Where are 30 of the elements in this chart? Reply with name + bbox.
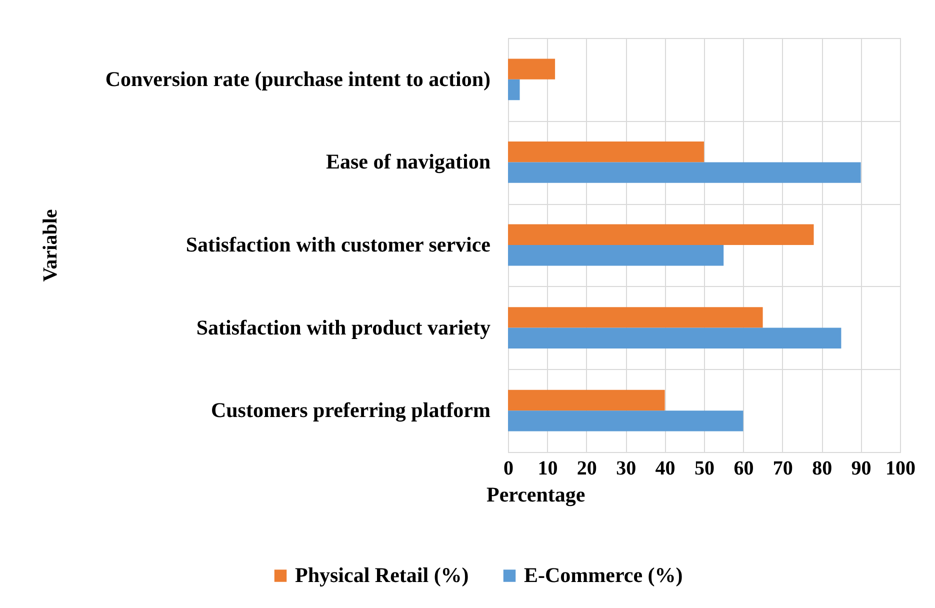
bar (508, 142, 704, 162)
legend-label: E-Commerce (%) (524, 562, 683, 587)
x-tick-label: 90 (851, 458, 872, 480)
y-tick-label: Conversion rate (purchase intent to action) (105, 66, 490, 91)
x-axis-title: Percentage (486, 482, 586, 506)
bar (508, 224, 814, 245)
bar (508, 328, 842, 348)
x-tick-label: 70 (772, 458, 793, 480)
x-tick-label: 80 (812, 458, 832, 480)
x-tick-label: 60 (734, 458, 754, 480)
bar (508, 410, 744, 432)
x-tick-label: 100 (886, 458, 916, 480)
y-axis-title: Variable (40, 209, 62, 282)
y-tick-label: Satisfaction with product variety (196, 315, 491, 340)
x-tick-label: 50 (694, 458, 714, 480)
y-tick-label: Ease of navigation (326, 150, 491, 174)
legend-label: Physical Retail (%) (295, 562, 469, 587)
x-tick-label: 20 (576, 458, 597, 480)
y-tick-label: Customers preferring platform (210, 398, 491, 422)
bar (508, 390, 665, 411)
x-tick-label: 10 (538, 458, 558, 480)
bar (508, 245, 724, 266)
x-tick-label: 30 (616, 458, 636, 480)
bar (508, 162, 861, 183)
x-tick-label: 40 (655, 458, 676, 480)
bar (508, 307, 763, 328)
bar (508, 58, 556, 80)
bar (508, 79, 520, 100)
x-tick-label: 0 (504, 458, 514, 480)
y-tick-label: Satisfaction with customer service (186, 232, 490, 256)
